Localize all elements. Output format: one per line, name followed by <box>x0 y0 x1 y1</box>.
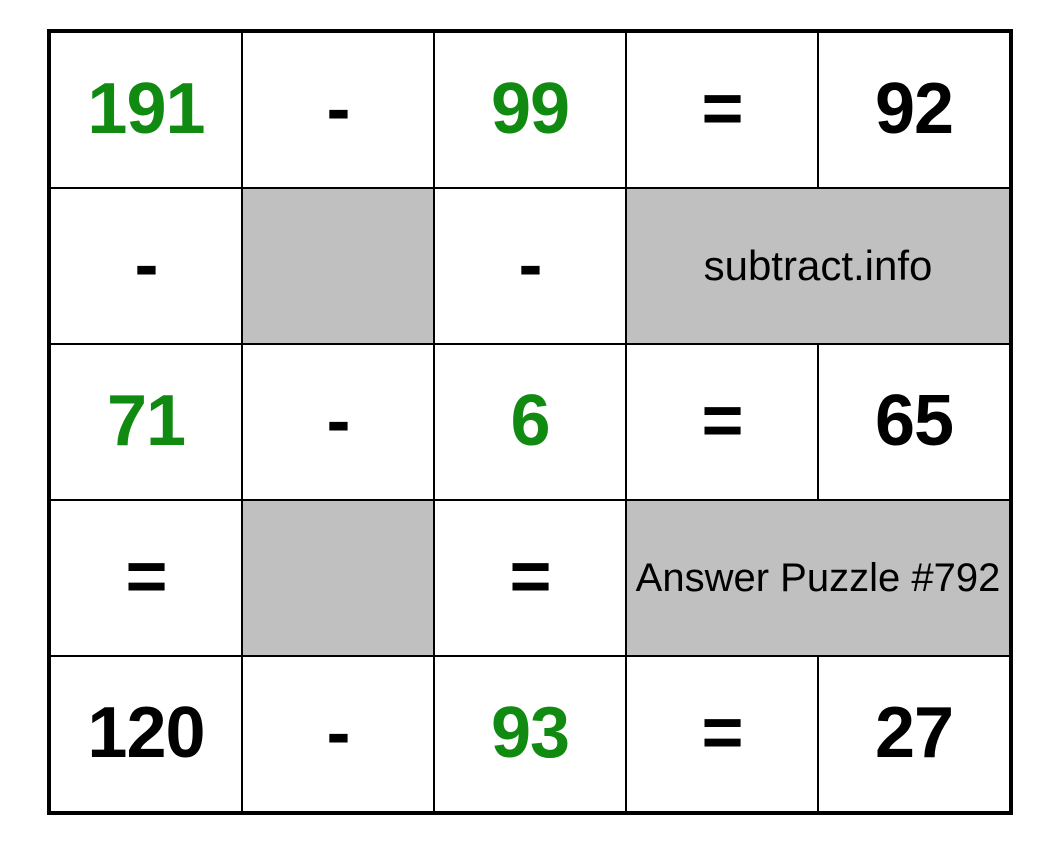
cell-r4c3-equals: = <box>626 656 818 812</box>
cell-r1c0-minus: - <box>50 188 242 344</box>
cell-r3c0-equals: = <box>50 500 242 656</box>
puzzle-grid: 191 - 99 = 92 - - subtract.info 71 - 6 =… <box>47 29 1013 815</box>
cell-r2c0: 71 <box>50 344 242 500</box>
cell-site-label: subtract.info <box>626 188 1010 344</box>
cell-r4c0: 120 <box>50 656 242 812</box>
cell-puzzle-id: Answer Puzzle #792 <box>626 500 1010 656</box>
cell-r4c4: 27 <box>818 656 1010 812</box>
cell-r4c1-minus: - <box>242 656 434 812</box>
cell-r0c2: 99 <box>434 32 626 188</box>
cell-r1c2-minus: - <box>434 188 626 344</box>
cell-r0c4: 92 <box>818 32 1010 188</box>
cell-r1c1-blank <box>242 188 434 344</box>
cell-r0c3-equals: = <box>626 32 818 188</box>
cell-r4c2: 93 <box>434 656 626 812</box>
cell-r0c1-minus: - <box>242 32 434 188</box>
cell-r2c2: 6 <box>434 344 626 500</box>
cell-r2c3-equals: = <box>626 344 818 500</box>
cell-r2c1-minus: - <box>242 344 434 500</box>
cell-r3c1-blank <box>242 500 434 656</box>
cell-r3c2-equals: = <box>434 500 626 656</box>
cell-r0c0: 191 <box>50 32 242 188</box>
cell-r2c4: 65 <box>818 344 1010 500</box>
